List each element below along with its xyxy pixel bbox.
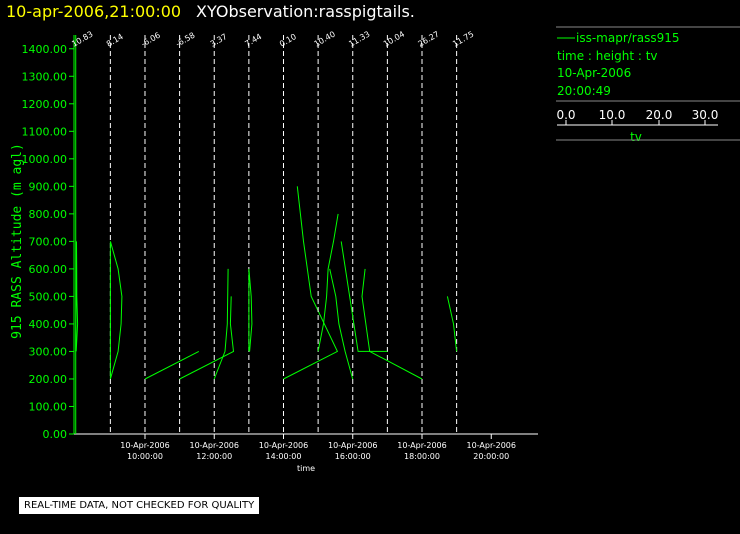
x-tick-date: 10-Apr-2006 bbox=[328, 441, 377, 450]
profile-value-label: 8.14 bbox=[105, 32, 125, 49]
profile-value-label: 10.40 bbox=[313, 29, 337, 48]
profile-line bbox=[340, 241, 388, 352]
y-tick-label: 1400.00 bbox=[22, 43, 68, 56]
profile-value-label: 10.04 bbox=[382, 29, 406, 48]
x-tick-time: 16:00:00 bbox=[335, 452, 371, 461]
y-tick-label: 0.00 bbox=[43, 428, 68, 441]
y-tick-label: 400.00 bbox=[29, 318, 68, 331]
legend-time: 20:00:49 bbox=[557, 84, 611, 98]
x-tick-date: 10-Apr-2006 bbox=[397, 441, 446, 450]
legend-scale-unit: tv bbox=[630, 130, 642, 144]
y-tick-label: 1100.00 bbox=[22, 125, 68, 138]
y-tick-label: 300.00 bbox=[29, 345, 68, 358]
title-observation: XYObservation:rasspigtails. bbox=[196, 2, 415, 21]
profile-line bbox=[144, 350, 200, 380]
x-tick-time: 12:00:00 bbox=[196, 452, 232, 461]
y-tick-label: 100.00 bbox=[29, 400, 68, 413]
x-tick-time: 14:00:00 bbox=[266, 452, 302, 461]
plot-profiles: 10.83 8.14 -6.06 -6.58 3.37 7.44 0.10 10.40 11.3… bbox=[70, 29, 475, 434]
x-axis-label: time bbox=[297, 464, 315, 473]
y-tick-label: 700.00 bbox=[29, 235, 68, 248]
legend-scale-tick-3: 30.0 bbox=[692, 108, 719, 122]
profile-line bbox=[75, 241, 79, 352]
profile-line bbox=[213, 268, 229, 380]
legend-axes: time : height : tv bbox=[557, 49, 658, 63]
x-tick-date: 10-Apr-2006 bbox=[467, 441, 516, 450]
profile-line bbox=[329, 268, 354, 380]
profile-line bbox=[248, 268, 253, 352]
profile-value-label: -6.06 bbox=[139, 31, 161, 49]
x-tick-time: 10:00:00 bbox=[127, 452, 163, 461]
y-tick-label: 1300.00 bbox=[22, 70, 68, 83]
profile-line bbox=[283, 186, 339, 380]
legend-scale-tick-2: 20.0 bbox=[646, 108, 673, 122]
profile-value-label: 7.44 bbox=[243, 32, 263, 49]
profile-line bbox=[109, 241, 123, 380]
x-tick-date: 10-Apr-2006 bbox=[120, 441, 169, 450]
x-tick-date: 10-Apr-2006 bbox=[190, 441, 239, 450]
profile-line bbox=[361, 268, 423, 380]
x-tick-time: 20:00:00 bbox=[473, 452, 509, 461]
quality-notice: REAL-TIME DATA, NOT CHECKED FOR QUALITY bbox=[18, 496, 261, 515]
profile-value-label: 0.10 bbox=[278, 32, 298, 49]
y-tick-label: 1200.00 bbox=[22, 98, 68, 111]
x-tick-date: 10-Apr-2006 bbox=[259, 441, 308, 450]
profile-value-label: 3.37 bbox=[209, 32, 229, 49]
profile-value-label: -6.58 bbox=[174, 31, 196, 49]
legend-scale-tick-0: 0.0 bbox=[556, 108, 575, 122]
profile-line bbox=[317, 213, 339, 352]
y-tick-label: 200.00 bbox=[29, 373, 68, 386]
x-tick-time: 18:00:00 bbox=[404, 452, 440, 461]
profile-line bbox=[446, 296, 458, 352]
title-date: 10-apr-2006,21:00:00 bbox=[6, 2, 181, 21]
y-tick-label: 600.00 bbox=[29, 263, 68, 276]
profile-line bbox=[179, 296, 235, 380]
profile-value-label: 11.33 bbox=[347, 29, 371, 48]
y-tick-label: 500.00 bbox=[29, 290, 68, 303]
y-tick-label: 900.00 bbox=[29, 180, 68, 193]
profile-value-label: 10.83 bbox=[70, 29, 94, 48]
y-tick-label: 1000.00 bbox=[22, 153, 68, 166]
legend-date: 10-Apr-2006 bbox=[557, 66, 631, 80]
y-axis-label: 915 RASS Altitude (m agl) bbox=[10, 143, 25, 339]
plot-axes: 0.00 100.00 200.00 300.00 400.00 500.00 600.00… bbox=[22, 35, 538, 461]
profile-value-label: 11.75 bbox=[451, 29, 475, 48]
profile-value-label: 26.27 bbox=[417, 29, 441, 48]
legend: iss-mapr/rass915 time : height : tv 10-A… bbox=[556, 26, 740, 144]
y-tick-label: 800.00 bbox=[29, 208, 68, 221]
legend-scale-tick-1: 10.0 bbox=[599, 108, 626, 122]
legend-series-name: iss-mapr/rass915 bbox=[576, 31, 680, 45]
